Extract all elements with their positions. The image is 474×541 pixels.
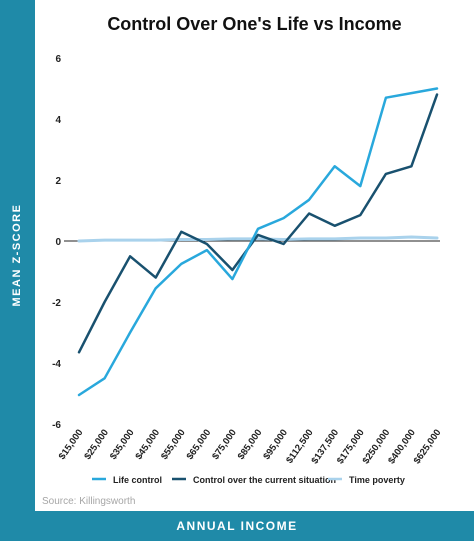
series-line-3 <box>77 235 439 243</box>
y-axis-band: MEAN Z-SCORE <box>0 0 35 511</box>
series-line-2 <box>77 93 439 354</box>
chart-title: Control Over One's Life vs Income <box>107 14 402 34</box>
x-tick-label: $85,000 <box>236 427 265 461</box>
y-tick-label: 2 <box>55 176 61 187</box>
y-tick-label: -4 <box>52 359 61 370</box>
legend-label: Life control <box>113 475 162 485</box>
x-axis-label: ANNUAL INCOME <box>0 511 474 541</box>
source-note: Source: Killingsworth <box>42 496 136 507</box>
legend: Life control Control over the current sit… <box>92 475 405 485</box>
y-tick-label: 6 <box>55 54 61 65</box>
y-ticks: -6 -4 -2 0 2 4 6 <box>52 54 61 431</box>
y-tick-label: -2 <box>52 298 61 309</box>
y-tick-label: -6 <box>52 420 61 431</box>
legend-label: Time poverty <box>349 475 405 485</box>
x-tick-label: $75,000 <box>210 427 239 461</box>
series-line-1 <box>77 87 439 397</box>
series-lines <box>77 87 439 397</box>
x-tick-label: $55,000 <box>159 427 188 461</box>
x-tick-label: $15,000 <box>57 427 86 461</box>
x-ticks: $15,000$25,000$35,000$45,000$55,000$65,0… <box>57 427 444 466</box>
x-tick-label: $45,000 <box>133 427 162 461</box>
x-tick-label: $25,000 <box>82 427 111 461</box>
legend-label: Control over the current situation <box>193 475 336 485</box>
y-tick-label: 4 <box>55 115 61 126</box>
y-tick-label: 0 <box>55 237 61 248</box>
x-tick-label: $65,000 <box>185 427 214 461</box>
x-tick-label: $35,000 <box>108 427 137 461</box>
